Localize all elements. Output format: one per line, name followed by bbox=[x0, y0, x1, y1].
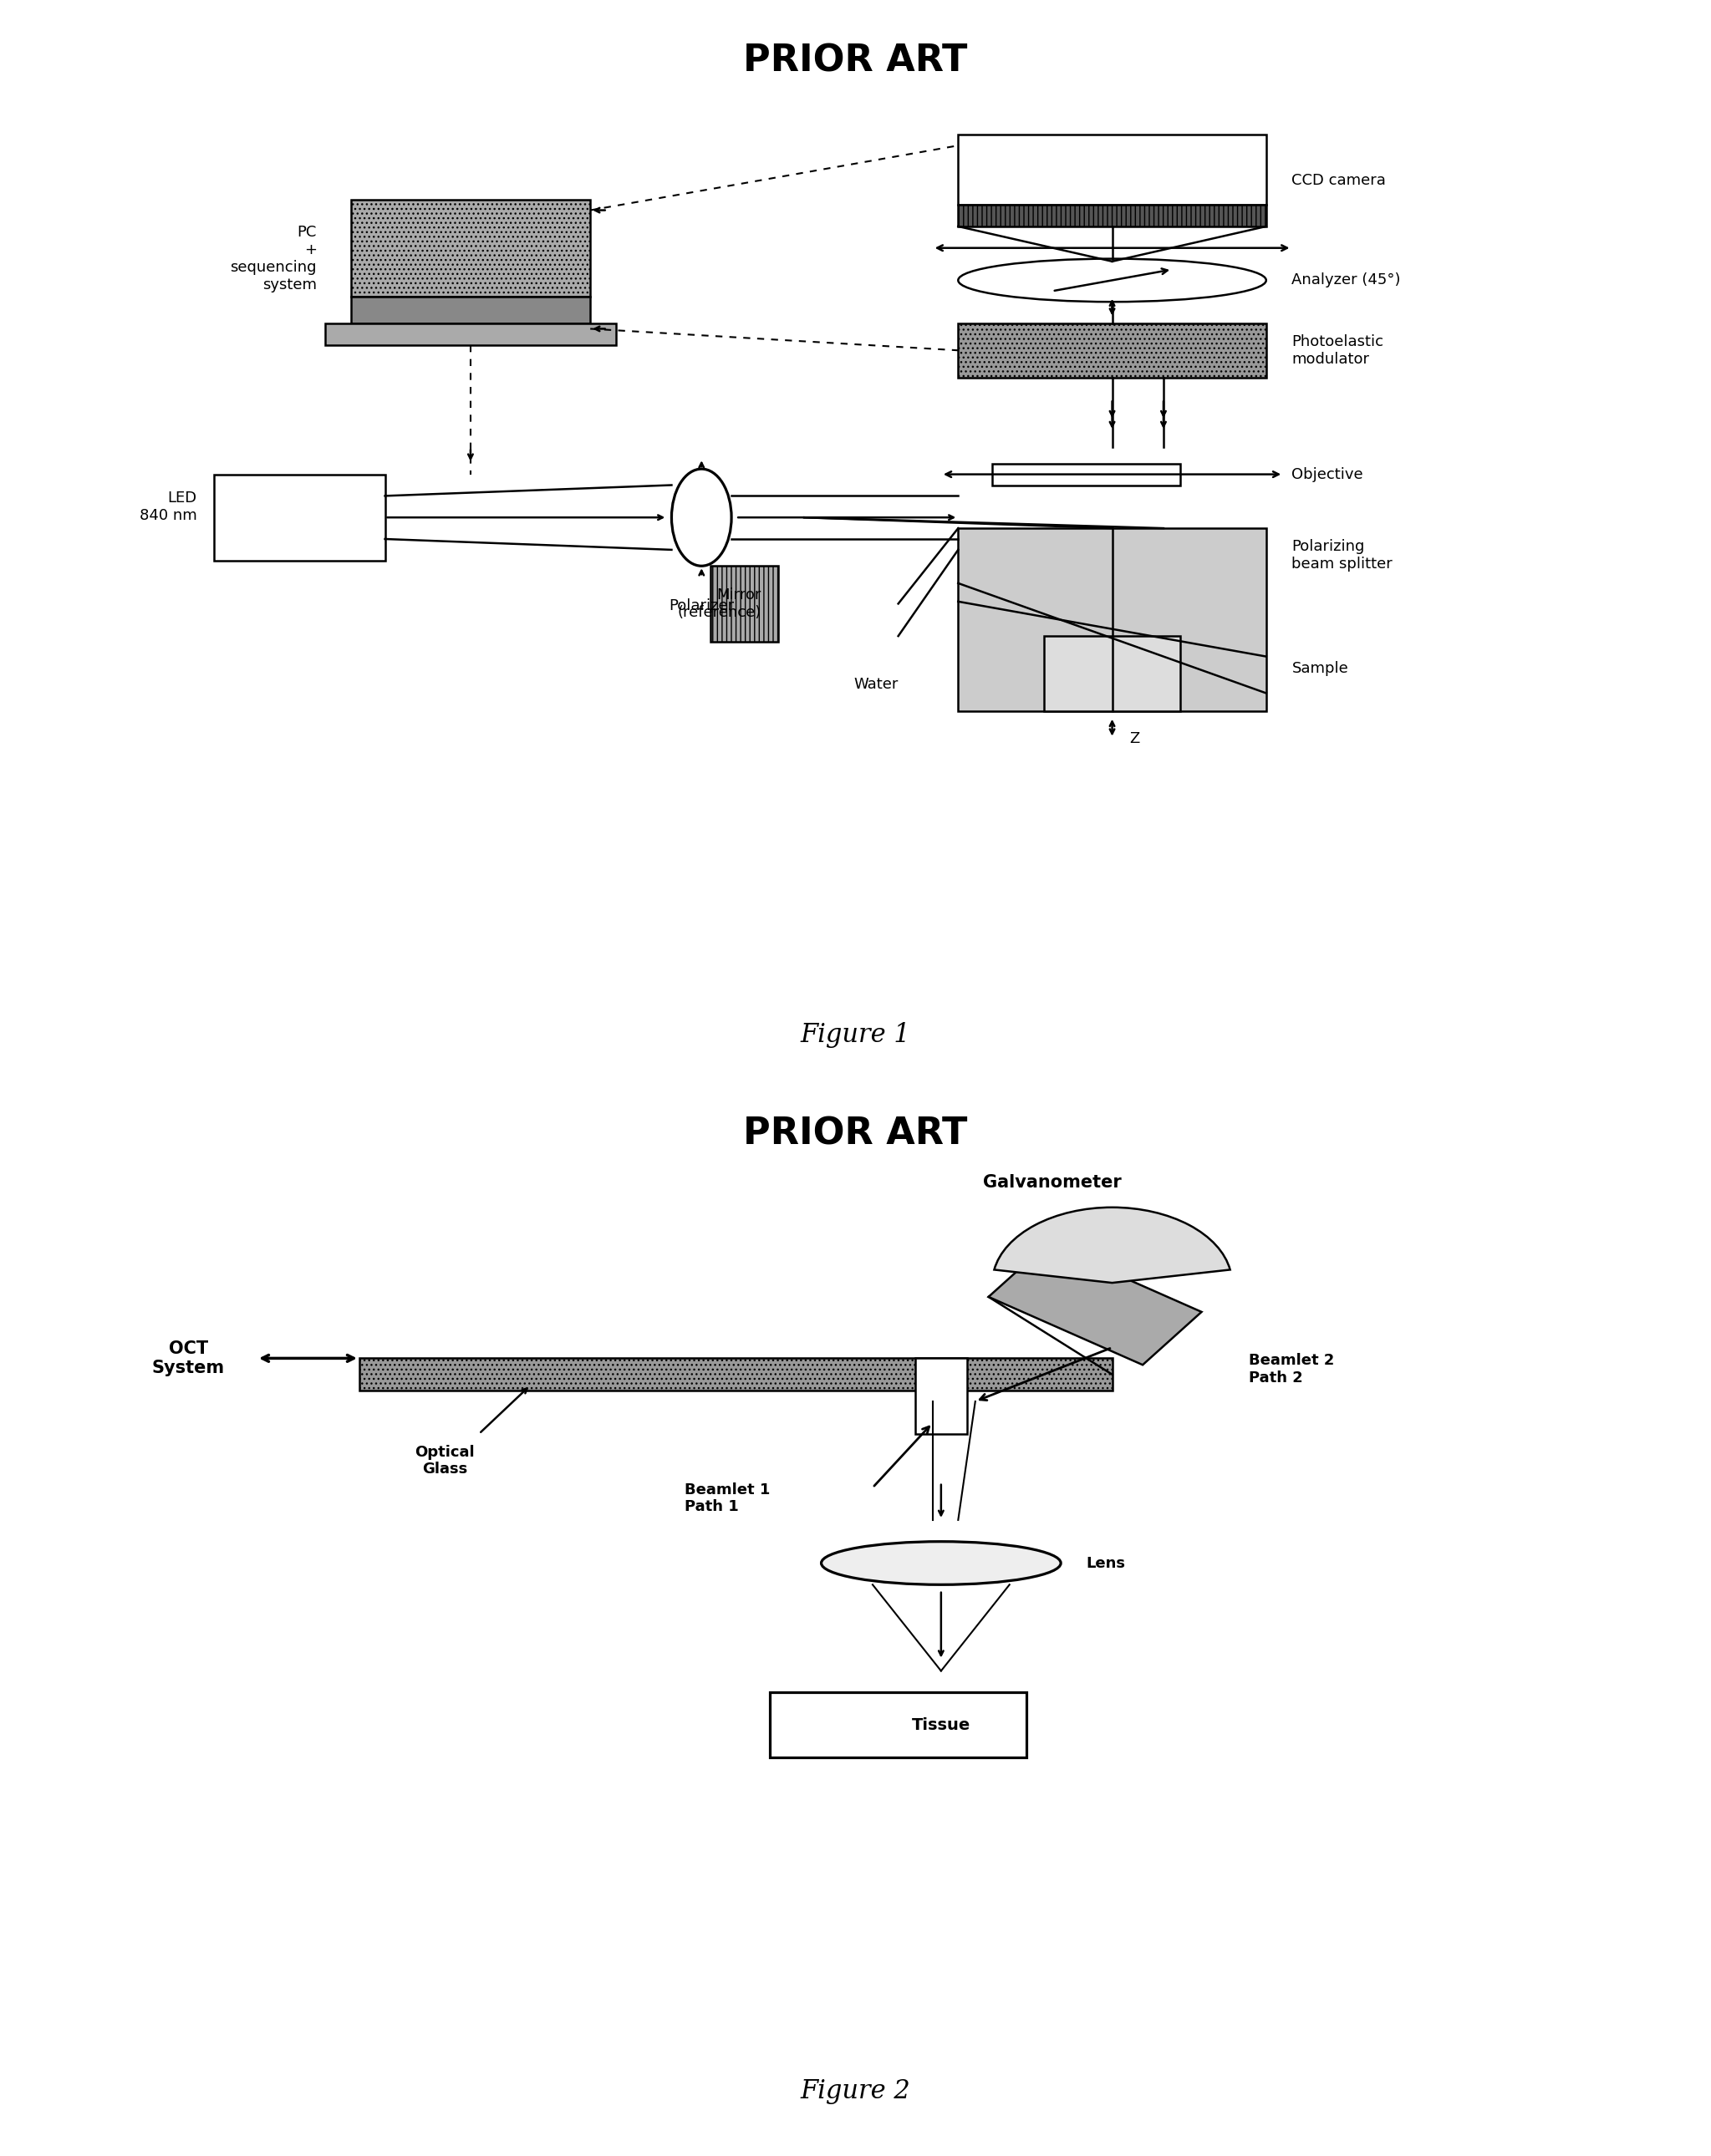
Polygon shape bbox=[989, 1244, 1201, 1365]
Bar bbox=[214, 474, 385, 561]
Text: Water: Water bbox=[854, 677, 898, 692]
Bar bbox=[325, 323, 616, 345]
Ellipse shape bbox=[671, 468, 732, 565]
Text: Analyzer (45°): Analyzer (45°) bbox=[1292, 274, 1401, 287]
Text: CCD camera: CCD camera bbox=[1292, 172, 1386, 188]
Bar bbox=[710, 565, 779, 642]
Bar bbox=[351, 201, 590, 298]
Text: Photoelastic
modulator: Photoelastic modulator bbox=[1292, 334, 1384, 367]
Text: LED
840 nm: LED 840 nm bbox=[139, 489, 197, 524]
Text: Galvanometer: Galvanometer bbox=[984, 1175, 1121, 1190]
Text: Beamlet 1
Path 1: Beamlet 1 Path 1 bbox=[684, 1481, 770, 1516]
Text: Polarizer: Polarizer bbox=[669, 597, 734, 612]
Text: Objective: Objective bbox=[1292, 468, 1364, 481]
Text: Z: Z bbox=[1129, 731, 1140, 746]
Bar bbox=[359, 1358, 1112, 1391]
Text: Sample: Sample bbox=[1292, 662, 1348, 675]
Text: Polarizing
beam splitter: Polarizing beam splitter bbox=[1292, 539, 1393, 571]
Bar bbox=[958, 205, 1266, 226]
Text: Beamlet 2
Path 2: Beamlet 2 Path 2 bbox=[1249, 1352, 1335, 1386]
Bar bbox=[992, 464, 1181, 485]
Wedge shape bbox=[994, 1207, 1230, 1283]
Bar bbox=[351, 298, 590, 323]
Text: Lens: Lens bbox=[1086, 1557, 1126, 1570]
Bar bbox=[958, 134, 1266, 205]
Text: Optical
Glass: Optical Glass bbox=[416, 1445, 474, 1477]
Bar bbox=[1044, 636, 1181, 711]
Text: OCT
System: OCT System bbox=[152, 1341, 224, 1376]
Bar bbox=[958, 323, 1266, 377]
Text: Figure 2: Figure 2 bbox=[801, 2078, 910, 2104]
Ellipse shape bbox=[821, 1542, 1061, 1585]
Text: PRIOR ART: PRIOR ART bbox=[743, 43, 968, 80]
Bar bbox=[958, 528, 1266, 711]
Bar bbox=[770, 1692, 1027, 1757]
Text: PC
+
sequencing
system: PC + sequencing system bbox=[229, 224, 317, 293]
Text: Mirror
(reference): Mirror (reference) bbox=[678, 586, 761, 621]
Text: PRIOR ART: PRIOR ART bbox=[743, 1117, 968, 1151]
Text: Figure 1: Figure 1 bbox=[801, 1022, 910, 1048]
Bar bbox=[915, 1358, 967, 1434]
Ellipse shape bbox=[958, 259, 1266, 302]
Text: Tissue: Tissue bbox=[912, 1716, 970, 1733]
